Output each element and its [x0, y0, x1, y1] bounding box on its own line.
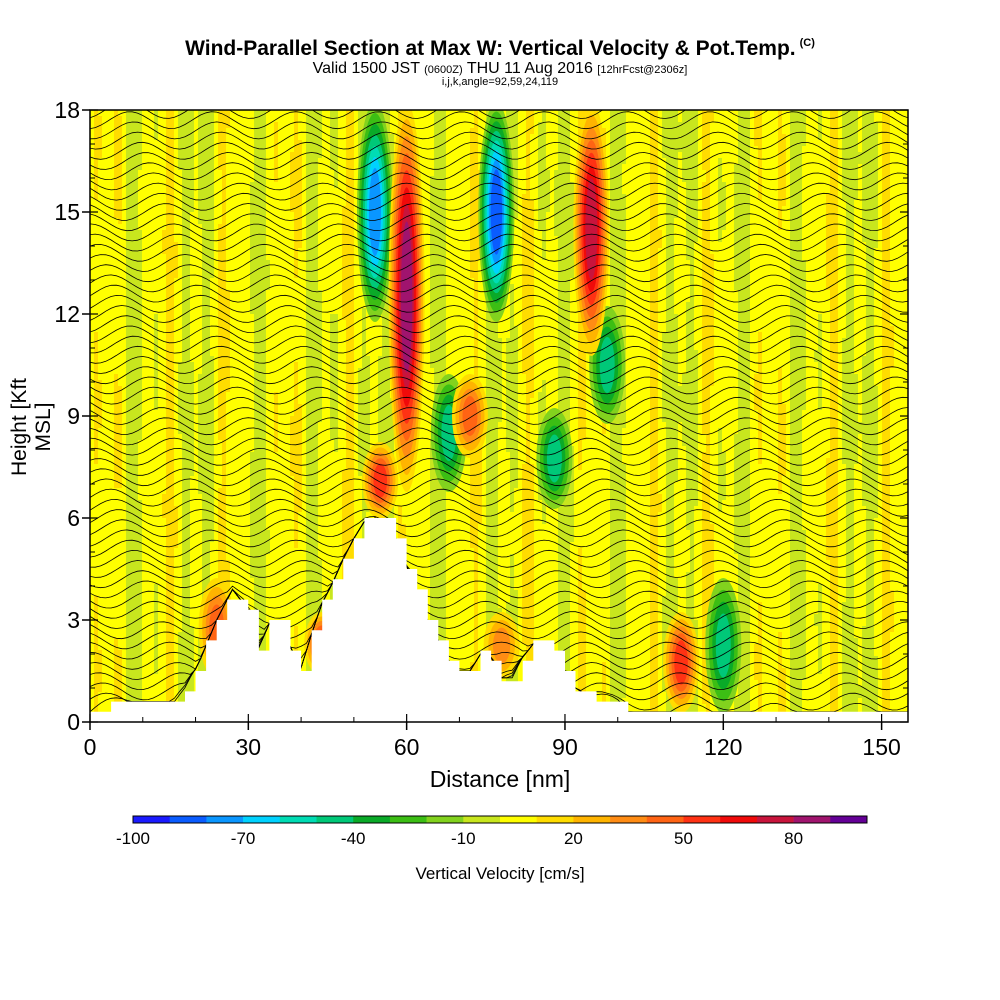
colorbar-tick-label: -10: [451, 829, 476, 848]
x-tick-label: 120: [704, 734, 742, 760]
y-tick-label: 9: [67, 403, 80, 429]
x-tick-label: 0: [84, 734, 97, 760]
colorbar-tick-label: 80: [784, 829, 803, 848]
colorbar-swatch: [389, 816, 427, 823]
terrain: [90, 518, 908, 722]
colorbar-swatch: [793, 816, 831, 823]
colorbar-swatch: [536, 816, 574, 823]
x-tick-label: 30: [236, 734, 262, 760]
colorbar-swatch: [573, 816, 611, 823]
colorbar-swatch: [206, 816, 244, 823]
colorbar-swatch: [610, 816, 648, 823]
valid-time: Valid 1500 JST (0600Z) THU 11 Aug 2016 […: [0, 60, 1000, 78]
colorbar-swatch: [243, 816, 281, 823]
colorbar-label: Vertical Velocity [cm/s]: [0, 864, 1000, 884]
colorbar-swatch: [316, 816, 354, 823]
colorbar-swatch: [830, 816, 868, 823]
colorbar-swatch: [169, 816, 207, 823]
colorbar-swatch: [353, 816, 391, 823]
y-tick-label: 18: [54, 97, 80, 123]
section-params: i,j,k,angle=92,59,24,119: [0, 76, 1000, 88]
colorbar-swatch: [279, 816, 317, 823]
x-tick-label: 90: [552, 734, 578, 760]
colorbar-swatch: [500, 816, 537, 823]
colorbar-swatch: [426, 816, 464, 823]
y-tick-label: 6: [67, 505, 80, 531]
updraft-0: [388, 110, 425, 492]
colorbar-swatch: [720, 816, 758, 823]
x-tick-label: 150: [862, 734, 900, 760]
colorbar-swatch: [463, 816, 501, 823]
colorbar-tick-label: 20: [564, 829, 583, 848]
colorbar-swatch: [756, 816, 794, 823]
chart-title: Wind-Parallel Section at Max W: Vertical…: [0, 37, 1000, 61]
colorbar-tick-label: 50: [674, 829, 693, 848]
downdraft-0: [356, 110, 393, 322]
copyright-mark: (C): [800, 37, 815, 49]
isentropes: [90, 110, 908, 713]
y-tick-label: 3: [67, 607, 80, 633]
updraft-1: [573, 110, 610, 356]
colorbar-swatch: [133, 816, 170, 823]
colorbar-tick-label: -40: [341, 829, 366, 848]
y-tick-label: 12: [54, 301, 80, 327]
downdraft-4: [705, 578, 742, 713]
colorbar-tick-label: -100: [116, 829, 150, 848]
x-axis-label: Distance [nm]: [0, 766, 1000, 793]
colorbar-swatch: [683, 816, 721, 823]
y-tick-label: 0: [67, 709, 80, 735]
y-tick-label: 15: [54, 199, 80, 225]
colorbar-tick-label: -70: [231, 829, 256, 848]
updraft-2: [362, 442, 399, 520]
x-tick-label: 60: [394, 734, 420, 760]
updraft-6: [451, 374, 488, 458]
downdraft-5: [589, 306, 626, 424]
colorbar-swatch: [646, 816, 684, 823]
y-axis-label: Height [Kft MSL]: [8, 367, 56, 487]
updraft-5: [663, 612, 700, 713]
downdraft-1: [478, 110, 515, 322]
